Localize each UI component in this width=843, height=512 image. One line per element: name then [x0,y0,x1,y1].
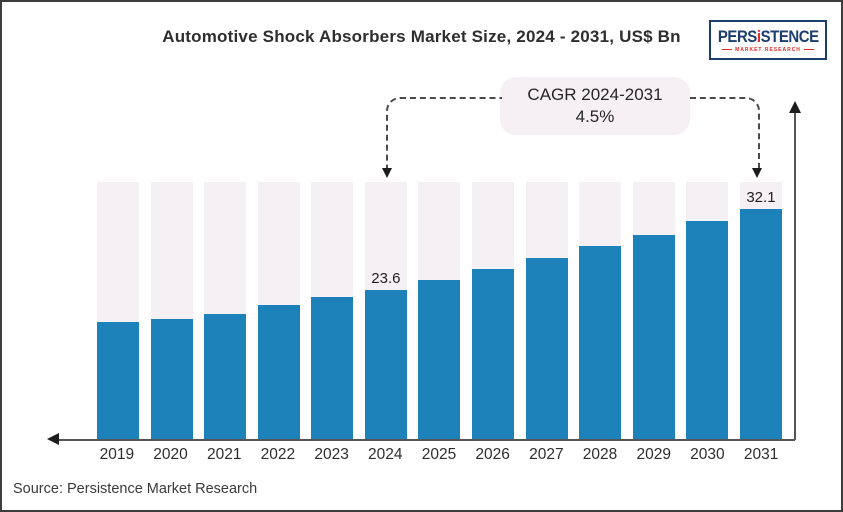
bar-track-2020 [150,182,193,439]
logo-wordmark: PERSiSTENCE [718,28,819,45]
bar-2027 [525,258,568,439]
bar-track-2021 [204,182,247,439]
x-tick-2030: 2030 [690,446,725,463]
x-tick-2031: 2031 [743,446,779,463]
bar-track-2031: 32.1 [739,182,782,439]
chart-title: Automotive Shock Absorbers Market Size, … [162,27,681,46]
bar-track-2024: 23.6 [364,182,407,439]
bar-track-2026 [472,182,515,439]
y-axis-line [794,112,796,440]
bar-2025 [418,280,461,439]
x-tick-2028: 2028 [582,446,618,463]
bar-track-2028 [579,182,622,439]
bar-track-2025 [418,182,461,439]
x-tick-2022: 2022 [260,446,296,463]
y-axis-arrowhead [789,101,801,113]
logo-text-post: STENCE [760,26,819,46]
x-tick-2025: 2025 [421,446,457,463]
logo-tagline-text: MARKET RESEARCH [735,46,801,53]
x-tick-2027: 2027 [529,446,564,463]
bar-2023 [311,297,354,439]
bar-track-2019 [97,182,139,439]
data-label-2031: 32.1 [746,189,776,206]
x-tick-2019: 2019 [99,446,135,463]
x-axis-line [59,439,795,441]
cagr-period-label: CAGR 2024-2031 [527,85,663,104]
bar-2031 [739,209,782,439]
connector-arrowhead-2024 [382,168,392,178]
bar-2030 [686,221,729,439]
logo-text-pre: PERS [717,26,757,46]
cagr-value-label: 4.5% [575,107,615,126]
x-tick-2021: 2021 [206,446,242,463]
bar-series: 23.6 32.1 [97,182,782,439]
logo-tagline-left-rule [722,49,733,50]
bar-2022 [257,305,300,439]
bar-2026 [472,269,515,439]
bar-track-2030 [686,182,729,439]
bar-track-2027 [525,182,568,439]
bar-2020 [150,319,193,439]
x-axis-arrowhead [47,433,59,445]
x-tick-2023: 2023 [314,446,349,463]
x-axis-tick-labels: 2019 2020 2021 2022 2023 2024 2025 2026 2027 2028… [90,446,788,464]
x-tick-2029: 2029 [636,446,671,463]
bar-2024 [364,290,407,439]
cagr-annotation: CAGR 2024-2031 4.5% [500,77,690,135]
dashed-connector-right [690,97,760,170]
dashed-connector-left [386,97,502,170]
persistence-logo: PERSiSTENCE MARKET RESEARCH [709,20,827,60]
logo-text-i: i [756,26,761,46]
bar-track-2022 [257,182,300,439]
source-credit: Source: Persistence Market Research [13,481,258,497]
x-tick-2020: 2020 [153,446,188,463]
x-tick-2024: 2024 [368,446,403,463]
logo-tagline: MARKET RESEARCH [722,47,814,53]
connector-arrowhead-2031 [752,168,762,178]
logo-tagline-right-rule [803,49,814,50]
bar-track-2023 [311,182,354,439]
bar-2021 [204,314,247,439]
bar-2029 [632,235,675,439]
bar-2028 [579,246,622,439]
bar-2019 [97,322,139,439]
bar-track-2029 [632,182,675,439]
data-label-2024: 23.6 [371,270,401,287]
x-tick-2026: 2026 [475,446,510,463]
